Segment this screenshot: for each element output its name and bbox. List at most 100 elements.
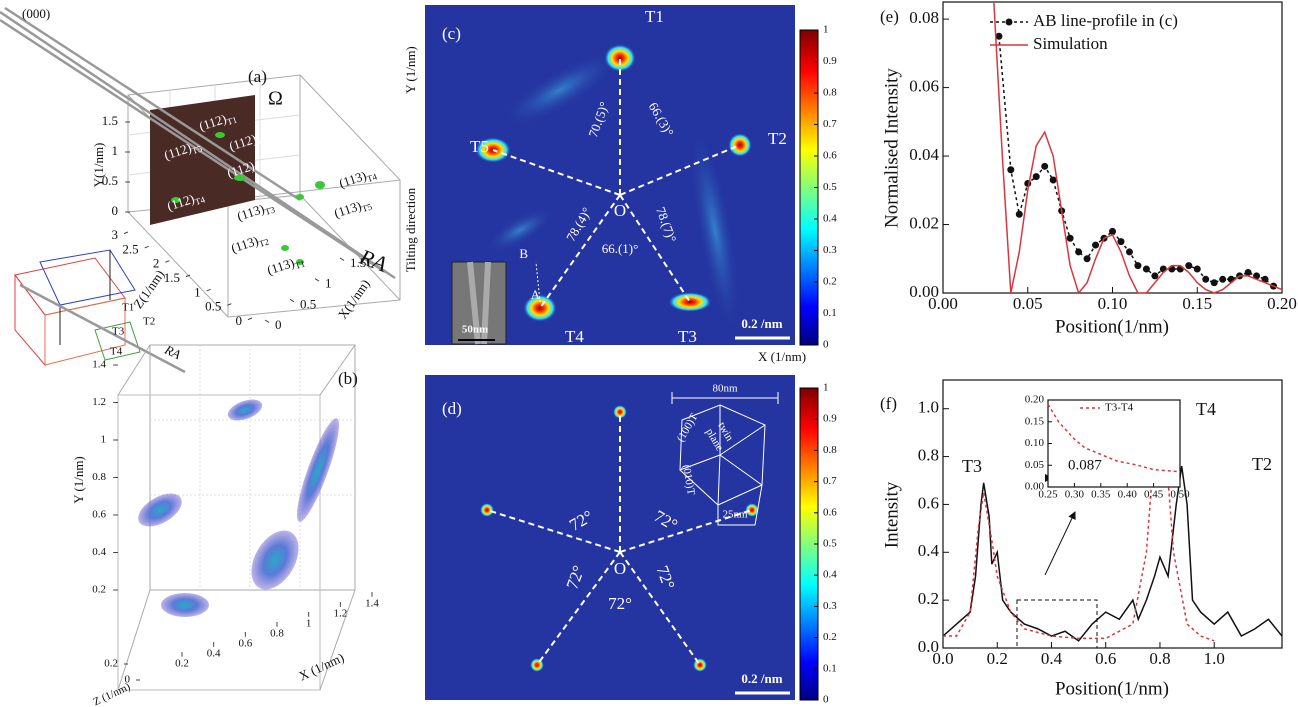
ab-line — [535, 261, 541, 303]
ewald-plane — [150, 95, 255, 225]
data-point — [1075, 248, 1083, 256]
reflection-sub: T1 — [294, 259, 307, 272]
crystal-face — [39, 249, 136, 306]
y-tick-label: 1.0 — [918, 398, 939, 417]
axis-title: X (1/nm) — [758, 349, 806, 364]
spot — [668, 292, 712, 312]
tick-label: 0.5 — [205, 299, 221, 314]
panel-label: (a) — [248, 67, 267, 86]
colorbar-label: 0.9 — [823, 413, 837, 425]
tem-rod — [467, 261, 491, 345]
tick-mark — [144, 245, 149, 249]
x-tick-label: 0.35 — [1091, 489, 1111, 501]
blob — [251, 530, 299, 590]
axis-title: Z(1/nm) — [130, 267, 167, 311]
colorbar-label: 0.5 — [823, 538, 837, 550]
annotation: 0.087 — [1068, 457, 1102, 473]
reflection-sub: T4 — [194, 194, 207, 207]
tick-label: 0.6 — [92, 509, 106, 521]
data-point — [1176, 265, 1184, 273]
reflection-label: (113)T5 — [332, 195, 374, 223]
haze — [484, 206, 556, 254]
tick-label: 3 — [112, 227, 119, 242]
beam-line — [0, 6, 396, 280]
x-tick-label: 0.40 — [1118, 489, 1138, 501]
spot — [315, 181, 325, 189]
colorbar-label: 0.1 — [823, 662, 837, 674]
dashed-line — [486, 412, 753, 666]
spot — [215, 132, 225, 138]
data-point — [1168, 265, 1176, 273]
annotation: T2 — [1252, 454, 1272, 474]
reflection-index: (113) — [229, 233, 260, 256]
data-point — [1015, 210, 1023, 218]
dimension-line — [671, 392, 779, 404]
series-line — [993, 1, 1283, 295]
angle-label: 66.(1)° — [602, 241, 639, 256]
data-point — [1092, 241, 1100, 249]
tick-label: 0 — [236, 313, 243, 328]
colorbar-label: 0.2 — [823, 631, 837, 643]
reflection-sub: T3 — [254, 161, 267, 174]
tick-mark — [264, 319, 270, 323]
y-tick-label: 0.8 — [918, 445, 939, 464]
data-point — [1210, 279, 1218, 287]
model-label: 80nm — [712, 383, 738, 395]
spot-label: T2 — [768, 129, 787, 148]
y-tick-label: 0.05 — [1025, 459, 1045, 471]
axis-title: Y (1/nm) — [403, 46, 418, 94]
reflection-index: (113) — [337, 168, 368, 191]
data-point — [1142, 265, 1150, 273]
spot-label: T3 — [678, 327, 697, 346]
reflection-index: (113) — [332, 198, 363, 221]
axis-title: Tilting direction — [403, 187, 418, 272]
tick-label: 2.5 — [122, 241, 138, 256]
tick-label: 1 — [306, 618, 312, 630]
reflection-sub: T2 — [256, 135, 269, 148]
legend-label: T3-T4 — [1105, 402, 1134, 414]
tick-label: 0.8 — [92, 471, 106, 483]
y-tick-label: 0.4 — [918, 541, 940, 560]
colorbar-label: 0 — [823, 694, 829, 706]
spot-label: T5 — [470, 137, 489, 156]
crystal-axis — [19, 283, 186, 374]
x-tick-label: 0.4 — [1041, 649, 1063, 668]
tick-label: 1.2 — [333, 608, 347, 620]
blob — [227, 399, 263, 421]
panel-label: (f) — [880, 394, 897, 413]
spot — [604, 44, 636, 72]
zoom-arrow — [1044, 511, 1076, 576]
data-point — [1202, 275, 1210, 283]
x-tick-label: 1.0 — [1204, 649, 1225, 668]
reflection-sub: T1 — [226, 115, 239, 128]
x-tick-label: 0.50 — [1170, 489, 1190, 501]
spots-a — [171, 132, 325, 265]
data-point — [1032, 173, 1040, 181]
reflection-sub: T2 — [258, 237, 271, 250]
colorbar-label: 0.6 — [823, 506, 837, 518]
tick-mark — [339, 257, 345, 261]
colorbar-label: 0.4 — [823, 213, 837, 225]
colorbar-label: 0.4 — [823, 569, 837, 581]
spot — [234, 175, 246, 181]
series-line — [942, 466, 1283, 642]
y-tick-label: 0.2 — [918, 589, 939, 608]
data-point — [1253, 272, 1261, 280]
series-line — [943, 415, 1215, 642]
colorbar-label: 0.2 — [823, 276, 837, 288]
reflection-label: (113)T2 — [229, 230, 270, 258]
crystal-label: T2 — [143, 316, 155, 328]
y-tick-label: 0.20 — [1025, 394, 1045, 406]
axis-title: Intensity — [881, 481, 902, 548]
blob — [296, 418, 340, 522]
colorbar-label: 0.7 — [823, 475, 837, 487]
tick-label: 0 — [125, 674, 131, 686]
data-point — [1007, 166, 1015, 174]
legend-marker — [1005, 18, 1013, 26]
data-point — [1041, 162, 1049, 170]
data-point — [1134, 262, 1142, 270]
axis-title: Z (1/nm) — [91, 681, 132, 707]
crystal-face — [94, 321, 141, 361]
reflection-index: (113) — [265, 255, 296, 278]
